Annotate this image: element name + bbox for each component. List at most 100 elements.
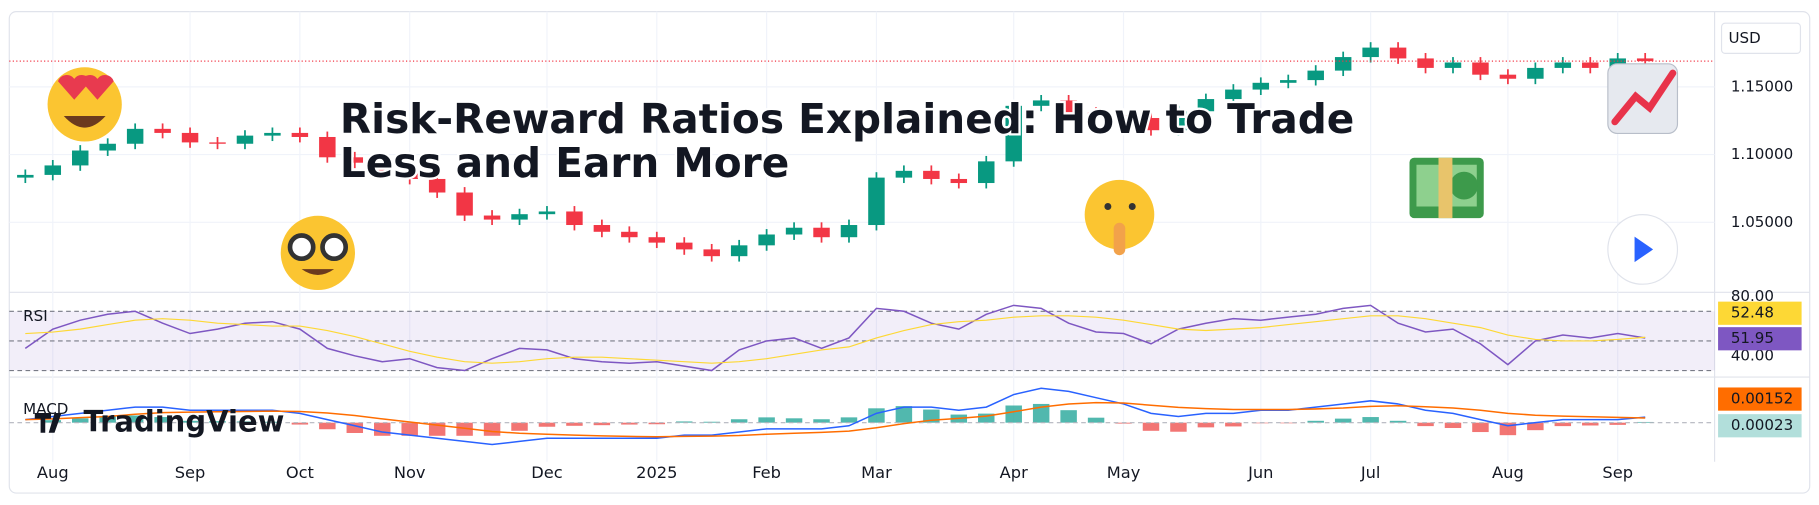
- candle-body: [868, 177, 885, 226]
- macd-histogram-bar: [374, 422, 391, 436]
- macd-histogram-bar: [1389, 420, 1407, 423]
- macd-histogram-bar: [1032, 403, 1050, 423]
- macd-histogram-bar: [1087, 417, 1105, 423]
- x-tick-label: Dec: [531, 463, 562, 482]
- candle-body: [428, 178, 446, 193]
- candle-body: [99, 143, 116, 151]
- x-tick-label: Aug: [1492, 463, 1524, 482]
- emoji-money: [1409, 157, 1484, 219]
- macd-histogram-bar: [840, 417, 858, 423]
- candle-body: [319, 136, 336, 158]
- macd-histogram-bar: [785, 418, 803, 423]
- play-button[interactable]: [1607, 214, 1679, 285]
- macd-histogram-bar: [730, 419, 748, 423]
- macd-histogram-bar: [895, 406, 913, 423]
- x-tick-label: 2025: [636, 463, 677, 482]
- macd-histogram-bar: [72, 418, 89, 423]
- candle-body: [566, 211, 583, 226]
- macd-histogram-bar: [1554, 422, 1572, 427]
- macd-histogram-bar: [99, 416, 116, 423]
- candle-body: [1582, 62, 1599, 68]
- candle-body: [126, 128, 144, 144]
- candle-body: [236, 135, 254, 144]
- macd-histogram-bar: [1060, 410, 1077, 423]
- y-tick-label: 1.05000: [1731, 213, 1793, 231]
- macd-histogram-bar: [236, 421, 254, 423]
- candle-body: [1554, 62, 1572, 68]
- x-tick-label: Aug: [37, 463, 69, 482]
- candle-body: [1334, 57, 1352, 71]
- x-tick-label: Oct: [286, 463, 314, 482]
- candle-body: [758, 234, 775, 246]
- value-badge-text: 51.95: [1731, 329, 1774, 347]
- candle-body: [1362, 47, 1379, 58]
- macd-histogram-bar: [181, 420, 199, 423]
- candle-body: [346, 157, 364, 163]
- macd-histogram-bar: [538, 422, 556, 427]
- macd-histogram-bar: [1225, 422, 1242, 427]
- candle-body: [17, 174, 34, 178]
- currency: USD: [1729, 29, 1761, 47]
- macd-histogram-bar: [1307, 420, 1324, 423]
- candle-body: [1142, 118, 1160, 131]
- rsi-line: [24, 304, 1646, 372]
- candle-body: [1280, 80, 1297, 83]
- candle-body: [813, 227, 830, 238]
- x-tick-label: Sep: [175, 463, 206, 482]
- candle-body: [1609, 58, 1626, 68]
- emoji-nerd: [280, 215, 355, 291]
- candle-body: [895, 170, 913, 178]
- macd-histogram-bar: [1334, 418, 1352, 423]
- candle-body: [1005, 105, 1022, 162]
- candle-body: [1170, 111, 1187, 131]
- candle-body: [1499, 74, 1517, 79]
- candle-body: [538, 211, 556, 215]
- rsi-line: [25, 315, 1646, 364]
- macd-histogram-bar: [566, 422, 583, 426]
- candle-body: [1087, 112, 1105, 116]
- candle-body: [593, 225, 611, 232]
- macd-histogram-bar: [758, 417, 775, 423]
- rsi-title: RSI: [23, 307, 48, 325]
- macd-histogram-bar: [401, 422, 418, 436]
- x-tick-label: May: [1107, 463, 1141, 482]
- candle-body: [1197, 99, 1215, 112]
- value-badge: [1718, 387, 1802, 411]
- candle-body: [1252, 82, 1270, 90]
- macd-histogram-bar: [1527, 422, 1544, 431]
- frame: [8, 11, 1811, 494]
- emoji-chart: [1607, 63, 1679, 134]
- candle-body: [785, 227, 803, 235]
- macd-histogram-bar: [456, 422, 473, 436]
- candle-body: [181, 132, 199, 143]
- candle-body: [456, 192, 473, 216]
- x-tick-label: Jun: [1247, 463, 1273, 482]
- x-tick-label: Mar: [861, 463, 892, 482]
- macd-line: [25, 401, 1646, 438]
- candle-body: [840, 225, 858, 238]
- emoji-shush: [1084, 179, 1155, 256]
- y-tick-label: 1.15000: [1731, 77, 1793, 95]
- headline-line: Less and Earn More: [340, 139, 789, 187]
- candle-body: [209, 142, 226, 144]
- value-badge-text: 52.48: [1731, 304, 1774, 322]
- macd-histogram-bar: [1582, 422, 1599, 426]
- macd-histogram-bar: [1197, 422, 1215, 428]
- candle-body: [703, 249, 720, 257]
- macd-histogram-bar: [511, 422, 528, 431]
- x-tick-label: Jul: [1360, 463, 1381, 482]
- macd-histogram-bar: [1417, 422, 1434, 427]
- macd-histogram-bar: [483, 422, 501, 436]
- headline-line: Risk-Reward Ratios Explained: How to Tra…: [340, 95, 1354, 143]
- macd-histogram-bar: [1609, 422, 1626, 425]
- candle-body: [1389, 47, 1407, 59]
- macd-histogram-bar: [346, 422, 364, 433]
- y-tick-label: 1.10000: [1731, 145, 1793, 163]
- x-tick-label: Sep: [1602, 463, 1633, 482]
- x-tick-label: Apr: [1000, 463, 1028, 482]
- macd-histogram-bar: [813, 419, 830, 423]
- macd-histogram-bar: [978, 413, 995, 423]
- candle-body: [291, 132, 309, 137]
